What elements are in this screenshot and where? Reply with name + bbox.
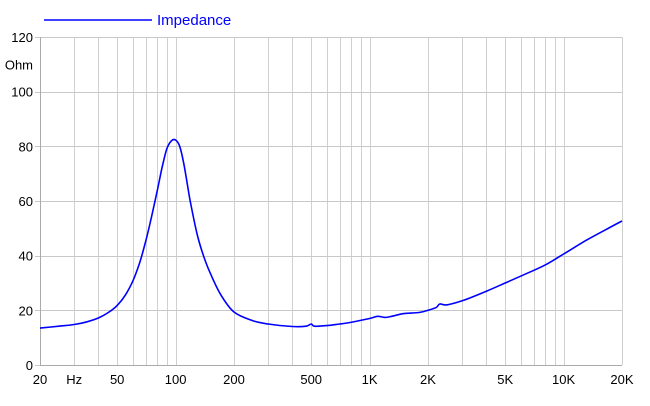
y-tick-label: 40 [19, 249, 33, 264]
x-tick-label: 5K [497, 372, 513, 387]
grid [35, 37, 623, 366]
impedance-series-line [39, 138, 623, 329]
x-tick-label: 50 [110, 372, 124, 387]
x-tick-label: 2K [420, 372, 436, 387]
y-tick-label: 0 [26, 358, 33, 373]
x-tick-label: 10K [552, 372, 575, 387]
legend: Impedance [44, 12, 231, 29]
x-axis: 20 Hz 50 100 200 500 1K 2K 5K 10K 20K [33, 372, 634, 387]
x-tick-label: 20K [610, 372, 633, 387]
y-tick-label: 20 [19, 303, 33, 318]
y-tick-label: 80 [19, 139, 33, 154]
y-tick-label: 100 [11, 85, 33, 100]
y-axis-unit-label: Ohm [5, 57, 33, 72]
legend-label: Impedance [157, 12, 231, 29]
x-tick-label: 1K [362, 372, 378, 387]
x-tick-label: 20 [33, 372, 47, 387]
x-tick-label: 100 [165, 372, 187, 387]
y-axis: 0 20 40 60 80 100 Ohm 120 [5, 30, 33, 373]
y-tick-label: 120 [11, 30, 33, 45]
x-tick-label: Hz [66, 372, 82, 387]
y-tick-label: 60 [19, 194, 33, 209]
x-tick-label: 200 [223, 372, 245, 387]
x-tick-label: 500 [300, 372, 322, 387]
